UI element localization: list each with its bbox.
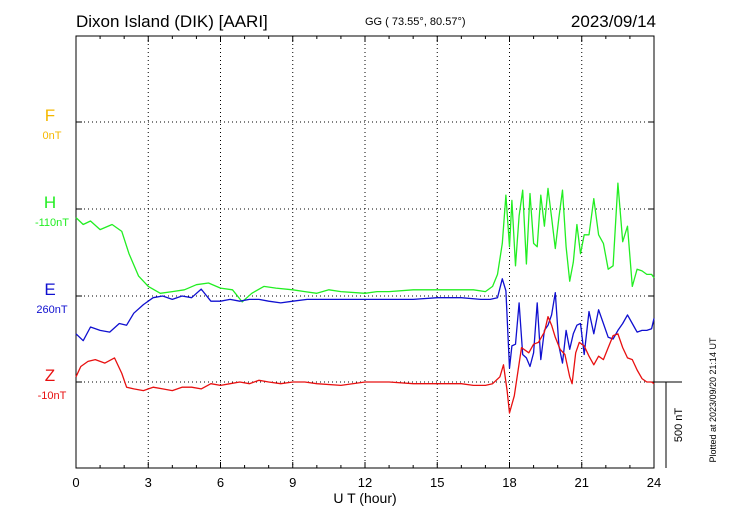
x-tick-label: 3	[145, 475, 152, 490]
x-ticks: 0 3 6 9 12 15 18 21 24	[72, 36, 661, 490]
x-tick-label: 15	[430, 475, 444, 490]
x-tick-label: 24	[647, 475, 661, 490]
series-line-z	[75, 315, 655, 414]
station-title: Dixon Island (DIK) [AARI]	[76, 12, 268, 31]
channel-baseline-e: 260nT	[36, 304, 67, 316]
scale-label: 500 nT	[673, 408, 685, 443]
channel-labels: F 0nT H -110nT E 260nT Z -10nT	[35, 106, 69, 402]
plotted-note: Plotted at 2023/09/20 21:14 UT	[708, 337, 718, 463]
x-tick-label: 18	[502, 475, 516, 490]
date-label: 2023/09/14	[571, 12, 656, 31]
x-tick-label: 12	[358, 475, 372, 490]
scale-bar: 500 nT	[654, 381, 685, 468]
channel-name-h: H	[44, 193, 56, 212]
series-lines	[75, 182, 655, 414]
channel-baseline-z: -10nT	[38, 390, 67, 402]
x-tick-label: 6	[217, 475, 224, 490]
channel-name-z: Z	[45, 366, 55, 385]
coordinates: GG ( 73.55°, 80.57°)	[365, 16, 466, 28]
series-line-e	[75, 278, 655, 369]
x-tick-label: 21	[575, 475, 589, 490]
channel-name-f: F	[45, 106, 55, 125]
channel-baseline-f: 0nT	[43, 130, 62, 142]
x-axis-label: U T (hour)	[333, 490, 396, 506]
x-tick-label: 0	[72, 475, 79, 490]
series-line-h	[75, 182, 655, 303]
x-tick-label: 9	[289, 475, 296, 490]
channel-baseline-h: -110nT	[35, 217, 69, 229]
channel-name-e: E	[44, 280, 55, 299]
gridlines	[76, 36, 654, 468]
